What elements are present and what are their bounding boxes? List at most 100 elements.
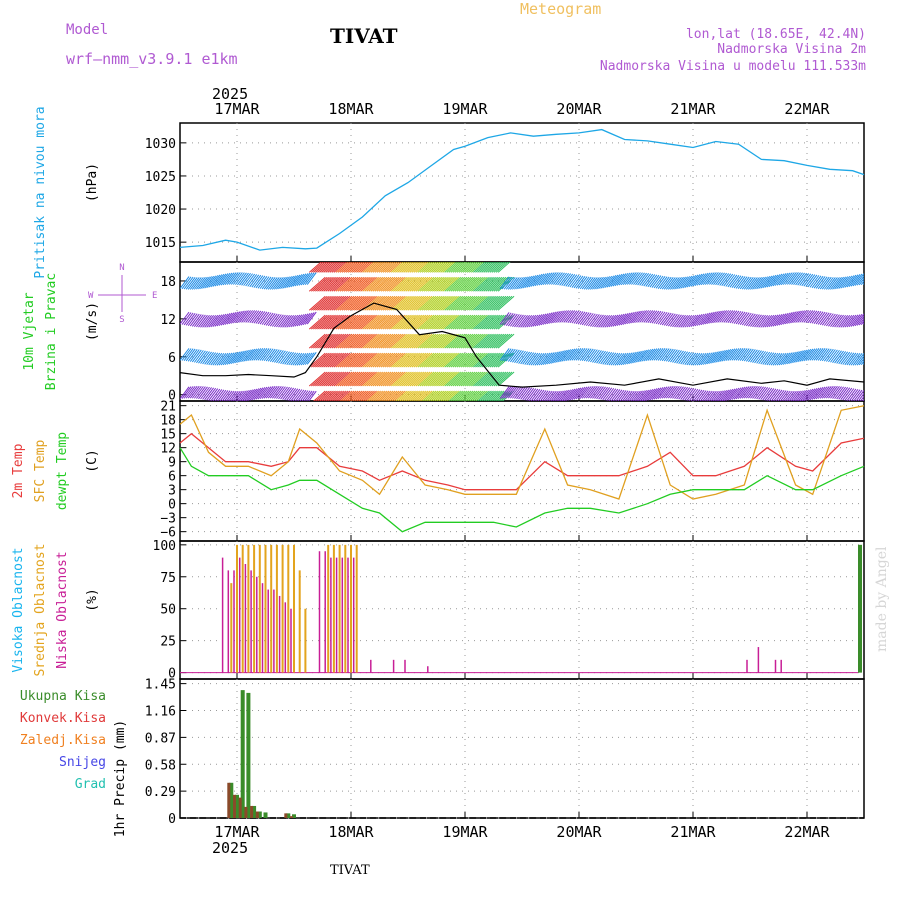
wind-barb — [376, 333, 394, 349]
wind-barb — [230, 272, 241, 285]
wind-barb — [838, 315, 849, 328]
wind-barb — [450, 262, 464, 273]
wind-barb — [567, 348, 578, 361]
wind-barb — [848, 314, 859, 328]
wind-barb — [214, 314, 225, 327]
wind-barb — [530, 389, 541, 401]
wind-barb — [809, 275, 820, 288]
wind-barb — [719, 273, 730, 286]
wind-barb — [684, 275, 695, 288]
wind-barb — [333, 276, 351, 292]
wind-barb — [286, 352, 297, 365]
wind-barb — [456, 333, 474, 349]
wind-barb — [417, 390, 431, 401]
wind-barb — [349, 333, 367, 349]
wind-barb — [786, 272, 797, 285]
wind-barb — [452, 262, 466, 273]
wind-barb — [713, 310, 723, 324]
wind-barb — [842, 387, 853, 401]
wind-barb — [407, 314, 425, 330]
compass-e: E — [152, 291, 157, 301]
wind-barb — [339, 295, 357, 311]
wind-barb — [185, 276, 196, 290]
wind-barb — [313, 262, 326, 273]
wind-barb — [665, 277, 676, 290]
wind-barb — [690, 352, 701, 366]
wind-barb — [672, 350, 682, 363]
wind-barb — [366, 333, 384, 349]
wind-barb — [604, 387, 615, 401]
wind-barb — [325, 295, 343, 311]
wind-barb — [838, 276, 849, 289]
day-label-bottom: 18MAR — [328, 823, 374, 841]
wind-barb — [823, 277, 834, 290]
wind-barb — [273, 350, 284, 363]
wind-barb — [368, 314, 386, 330]
wind-barb — [518, 351, 528, 364]
wind-barb — [452, 333, 470, 349]
wind-barb — [360, 295, 377, 311]
wind-barb — [825, 313, 836, 327]
wind-barb — [239, 310, 249, 323]
wind-barb — [766, 314, 777, 328]
wind-barb — [349, 262, 363, 273]
wind-barb — [659, 312, 670, 325]
wind-barb — [222, 312, 233, 326]
wind-barb — [335, 371, 353, 387]
wind-barb — [807, 310, 818, 324]
wind-barb — [193, 350, 204, 363]
wind-barb — [384, 314, 402, 330]
wind-barb — [538, 272, 549, 286]
wind-barb — [684, 352, 695, 365]
wind-barb — [347, 295, 365, 311]
wind-barb — [782, 272, 793, 285]
precip-bar-total — [257, 811, 262, 818]
legend-niska-oblacnost: Niska Oblacnost — [55, 551, 70, 668]
wind-barb — [592, 350, 602, 363]
temp-line-sfc-temp — [179, 405, 865, 500]
wind-barb — [267, 349, 278, 362]
wind-barb — [393, 295, 410, 311]
wind-barb — [471, 262, 484, 273]
wind-barb — [444, 314, 462, 330]
wind-barb — [469, 371, 486, 387]
wind-barb — [704, 311, 715, 325]
wind-barb — [235, 272, 245, 285]
wind-barb — [273, 277, 284, 290]
wind-barb — [663, 385, 674, 399]
wind-barb — [600, 387, 611, 400]
wind-barb — [483, 276, 501, 292]
wind-barb — [592, 386, 602, 399]
wind-barb — [784, 351, 795, 365]
wind-barb — [739, 312, 750, 326]
wind-barb — [741, 386, 752, 399]
wind-barb — [535, 389, 545, 401]
wind-barb — [310, 314, 328, 330]
wind-barb — [524, 275, 535, 289]
wind-barb — [403, 390, 416, 401]
y-tick-label: 100 — [153, 539, 176, 554]
wind-barb — [585, 348, 596, 362]
wind-barb — [731, 347, 742, 361]
wind-barb — [393, 276, 410, 292]
wind-barb — [512, 350, 522, 363]
wind-barb — [796, 390, 805, 401]
wind-barb — [750, 386, 760, 399]
wind-barb — [370, 276, 388, 292]
wind-barb — [606, 352, 617, 366]
wind-barb — [485, 352, 503, 368]
wind-barb — [325, 352, 343, 368]
wind-barb — [206, 275, 217, 289]
wind-barb — [544, 311, 555, 325]
wind-barb — [343, 262, 357, 273]
wind-barb — [475, 390, 488, 401]
wind-barb — [778, 272, 789, 286]
wind-barb — [483, 262, 497, 273]
wind-barb — [700, 352, 711, 366]
wind-barb — [218, 313, 229, 327]
wind-barb — [430, 371, 447, 387]
wind-barb — [216, 352, 227, 366]
wind-barb — [464, 295, 482, 311]
wind-barb — [458, 295, 476, 311]
wind-barb — [487, 314, 505, 330]
